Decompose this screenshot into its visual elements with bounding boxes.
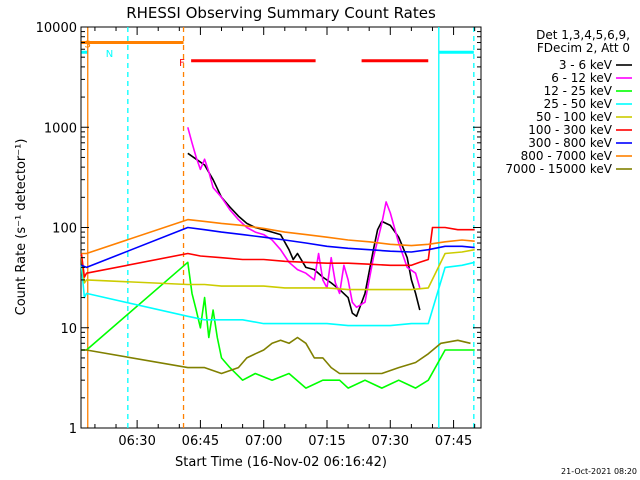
x-tick-label: 06:30	[118, 434, 155, 449]
chart-title: RHESSI Observing Summary Count Rates	[126, 4, 436, 22]
footer-timestamp: 21-Oct-2021 08:20	[561, 467, 637, 476]
y-tick-label: 1	[69, 422, 77, 437]
legend-header-line-2: FDecim 2, Att 0	[537, 41, 630, 55]
y-axis: 1 10 100 1000 10000	[36, 21, 481, 437]
legend-label: 25 - 50 keV	[544, 97, 613, 111]
x-tick-label: 07:15	[308, 434, 345, 449]
legend-label: 6 - 12 keV	[551, 71, 613, 85]
legend-label: 50 - 100 keV	[536, 110, 613, 124]
legend-label: 7000 - 15000 keV	[505, 162, 612, 176]
legend-header-line-1: Det 1,3,4,5,6,9,	[536, 28, 630, 42]
legend-label: 300 - 800 keV	[528, 136, 612, 150]
series-line-6-12-kev	[187, 127, 421, 309]
y-tick-label: 10	[60, 322, 77, 337]
x-axis: 06:30 06:45 07:00 07:15 07:30 07:45	[94, 27, 476, 449]
series-line-100-300-kev	[80, 226, 475, 278]
series-line-300-800-kev	[81, 226, 475, 269]
state-bar-label: F	[179, 58, 185, 69]
state-bars: SNF	[81, 40, 474, 69]
x-tick-label: 06:45	[182, 434, 219, 449]
series-group	[80, 127, 475, 389]
x-tick-label: 07:30	[372, 434, 409, 449]
y-tick-label: 1000	[44, 121, 77, 136]
legend-label: 3 - 6 keV	[559, 58, 613, 72]
legend: Det 1,3,4,5,6,9, FDecim 2, Att 0 3 - 6 k…	[505, 28, 632, 176]
legend-label: 100 - 300 keV	[528, 123, 612, 137]
series-line-12-25-kev	[81, 261, 475, 389]
series-line-25-50-kev	[80, 261, 475, 327]
series-line-3-6-kev	[187, 152, 421, 318]
legend-label: 12 - 25 keV	[544, 84, 613, 98]
state-bar-label: N	[106, 49, 113, 60]
vertical-markers	[87, 27, 475, 428]
x-tick-label: 07:00	[245, 434, 282, 449]
y-axis-label: Count Rate (s⁻¹ detector⁻¹)	[14, 139, 29, 316]
series-line-7000-15000-kev	[81, 336, 471, 375]
x-axis-label: Start Time (16-Nov-02 06:16:42)	[175, 455, 387, 470]
plot-frame	[80, 26, 482, 429]
series-line-50-100-kev	[80, 248, 475, 291]
x-tick-label: 07:45	[435, 434, 472, 449]
legend-label: 800 - 7000 keV	[521, 149, 613, 163]
series-line-800-7000-kev	[81, 218, 475, 255]
y-tick-label: 100	[52, 222, 77, 237]
y-tick-label: 10000	[36, 21, 77, 36]
